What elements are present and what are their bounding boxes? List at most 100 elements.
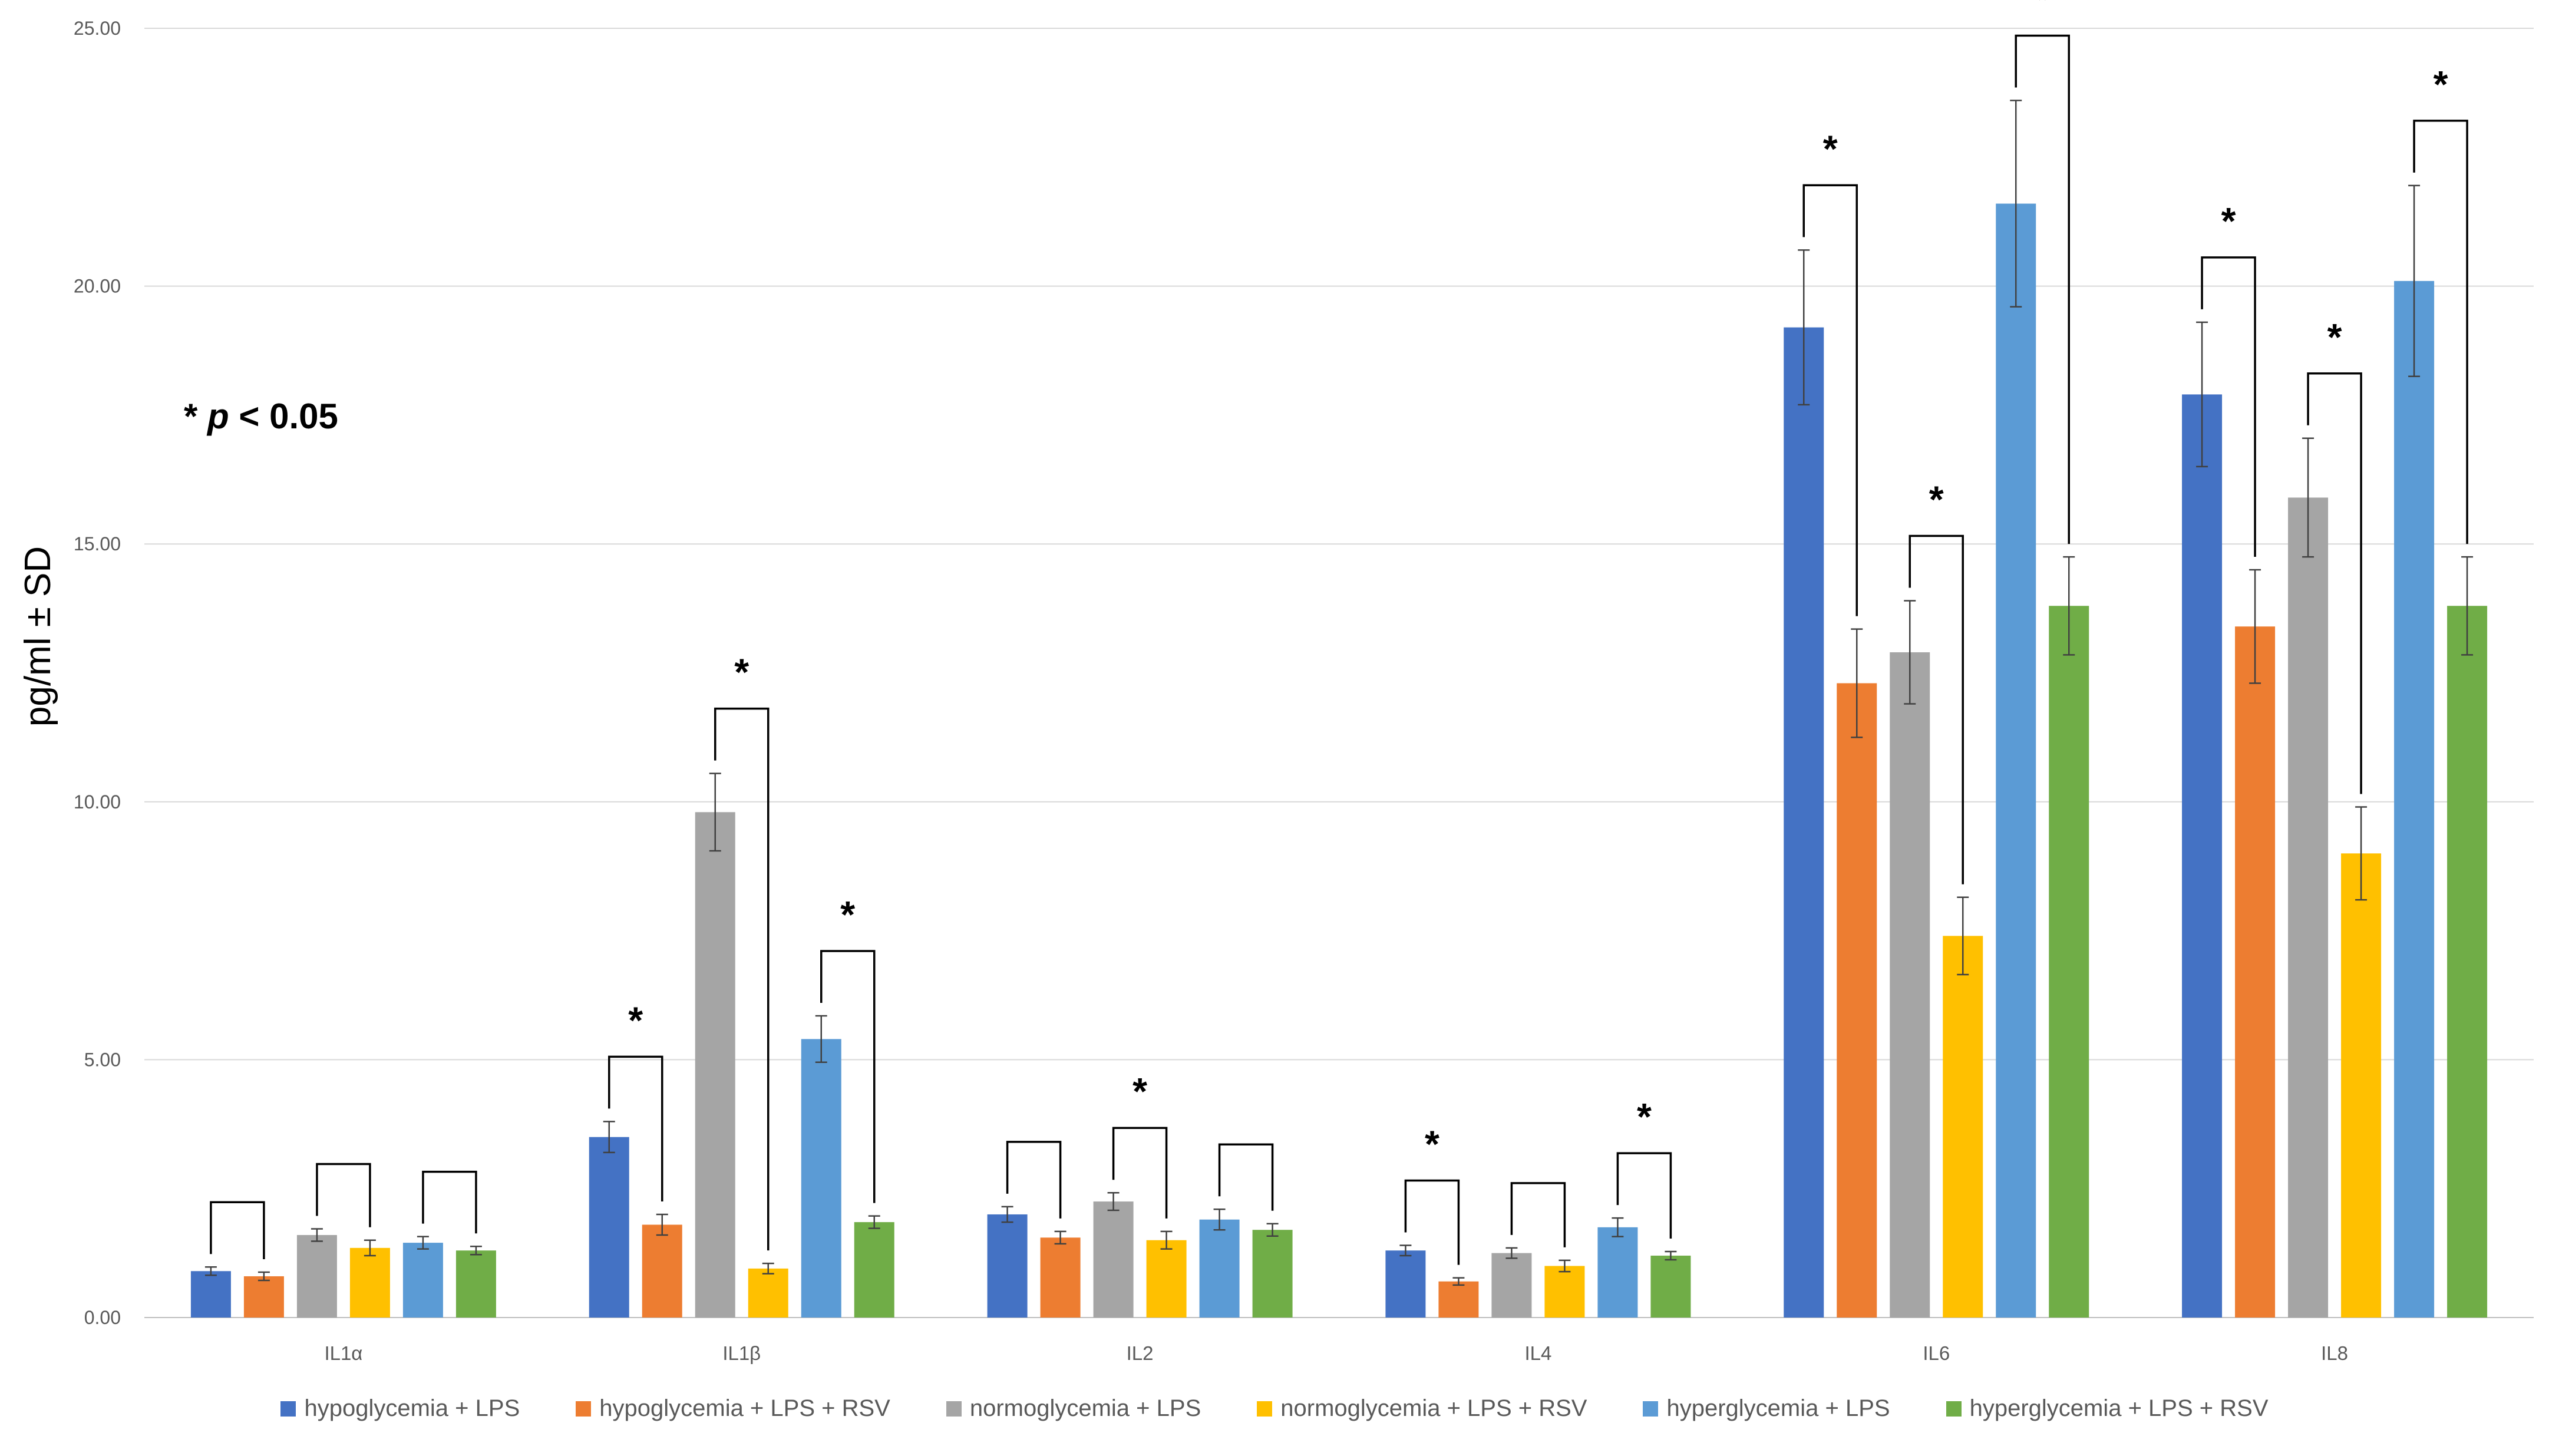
bar [455,1250,496,1318]
bar [1199,1219,1240,1318]
bar [243,1276,284,1318]
x-tick-label: IL6 [1923,1342,1950,1364]
y-axis-title: pg/ml ± SD [18,546,58,727]
significance-star: * [184,397,198,436]
bar [1491,1253,1532,1318]
legend-swatch [946,1401,962,1417]
significance-bracket [1802,184,1858,616]
bar [801,1039,841,1318]
significance-star-marker: * [1425,1122,1439,1165]
bar [2049,606,2089,1318]
bar [1943,936,1983,1318]
bar [1040,1237,1081,1318]
bar [1146,1240,1187,1318]
bar [695,812,735,1318]
significance-note: * p < 0.05 [184,396,338,437]
bar [402,1243,443,1318]
bar [1385,1250,1426,1318]
x-tick-label: IL8 [2321,1342,2348,1364]
significance-bracket [608,1055,663,1201]
legend-label: hypoglycemia + LPS + RSV [599,1395,890,1421]
significance-bracket [2307,372,2362,794]
y-tick-label: 5.00 [84,1049,121,1070]
bar [1784,327,1824,1318]
bar [748,1268,788,1318]
bar [1252,1230,1293,1318]
bar [2182,394,2223,1318]
legend-item: hypoglycemia + LPS + RSV [576,1395,890,1422]
significance-bracket [1510,1182,1566,1247]
significance-bracket [2015,34,2070,544]
legend-label: normoglycemia + LPS [969,1395,1201,1421]
legend-swatch [576,1401,592,1417]
significance-bracket [1218,1143,1274,1211]
bar [987,1214,1028,1318]
legend-label: hypoglycemia + LPS [304,1395,520,1421]
bar [1996,203,2036,1318]
bar [1093,1201,1134,1318]
significance-threshold: < 0.05 [239,397,338,436]
legend-swatch [280,1401,296,1417]
chart-legend: hypoglycemia + LPS hypoglycemia + LPS + R… [0,1395,2549,1422]
significance-bracket [1616,1152,1672,1239]
bar [642,1224,682,1318]
significance-bracket [2413,120,2468,544]
brackets-layer: * * * * * * * * * * * * [210,0,2468,1265]
significance-bracket [1006,1141,1062,1219]
bar [2288,497,2329,1318]
significance-star-marker: * [840,893,855,936]
bar [589,1137,629,1318]
significance-star-marker: * [628,999,643,1041]
legend-label: normoglycemia + LPS + RSV [1280,1395,1587,1421]
significance-bracket [1909,534,1964,884]
significance-bracket [714,707,770,1251]
x-tick-label: IL1β [722,1342,761,1364]
significance-bracket [1112,1127,1168,1219]
x-tick-label: IL1α [324,1342,362,1364]
y-tick-label: 25.00 [74,18,121,39]
legend-item: normoglycemia + LPS + RSV [1257,1395,1587,1422]
significance-star-marker: * [1929,478,1944,520]
significance-bracket [422,1170,477,1234]
bar [1837,683,1877,1318]
legend-item: hyperglycemia + LPS [1643,1395,1890,1422]
significance-star-marker: * [1132,1070,1147,1112]
bar [1597,1227,1638,1318]
bar [1544,1266,1585,1318]
significance-star-marker: * [2035,0,2050,21]
y-tick-label: 20.00 [74,276,121,297]
bar [854,1222,894,1318]
legend-label: hyperglycemia + LPS [1666,1395,1890,1421]
bar [296,1234,337,1318]
significance-star-marker: * [1823,127,1838,170]
bar [1438,1281,1479,1318]
legend-item: hyperglycemia + LPS + RSV [1946,1395,2269,1422]
bar [190,1271,231,1318]
significance-p: p [207,397,229,436]
grid-layer [144,28,2534,1318]
y-tick-label: 0.00 [84,1307,121,1328]
legend-swatch [1257,1401,1273,1417]
y-tick-label: 15.00 [74,533,121,554]
significance-bracket [1404,1179,1460,1265]
bar [1890,652,1930,1318]
significance-bracket [210,1201,265,1259]
bar [1650,1255,1691,1318]
significance-star-marker: * [2327,316,2342,358]
bars-layer [190,100,2488,1318]
significance-star-marker: * [1637,1095,1652,1138]
legend-item: hypoglycemia + LPS [280,1395,520,1422]
bar [2235,626,2276,1318]
significance-star-marker: * [734,651,749,694]
bar [2394,280,2435,1318]
y-tick-label: 10.00 [74,791,121,813]
significance-bracket [820,950,876,1203]
significance-bracket [2201,256,2256,557]
legend-swatch [1946,1401,1962,1417]
x-tick-label: IL2 [1127,1342,1154,1364]
bar [2447,606,2488,1318]
bar [349,1247,390,1318]
bar [2341,853,2382,1318]
